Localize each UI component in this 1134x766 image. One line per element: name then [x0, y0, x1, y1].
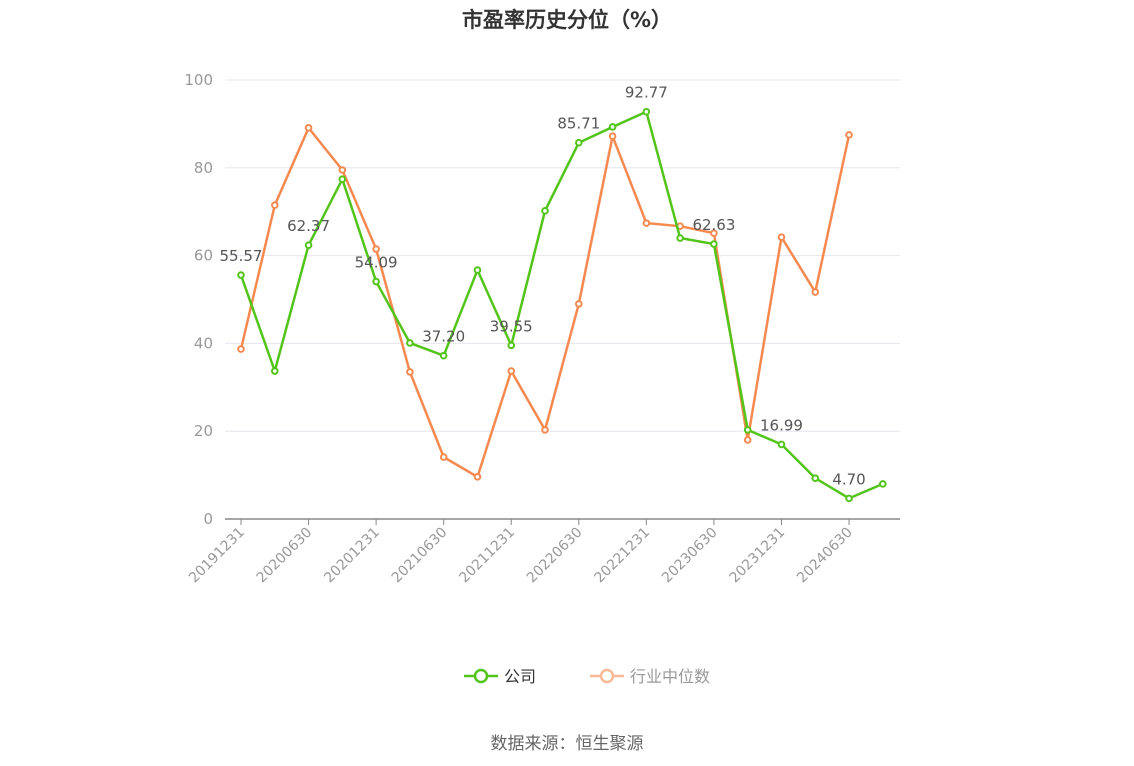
data-point	[270, 201, 279, 209]
legend-label: 行业中位数	[630, 667, 710, 686]
data-point	[642, 107, 651, 116]
data-point	[710, 229, 718, 238]
y-tick-label: 60	[194, 247, 213, 265]
series-line	[239, 109, 884, 500]
x-tick-label: 20240630	[794, 525, 856, 587]
data-point	[743, 426, 752, 434]
data-label: 54.09	[355, 254, 398, 272]
chart-title: 市盈率历史分位（%）	[461, 8, 673, 32]
y-tick-label: 20	[194, 422, 213, 440]
data-point	[608, 123, 617, 131]
data-point	[541, 207, 549, 215]
data-point	[845, 131, 853, 139]
data-point	[473, 266, 482, 274]
y-tick-label: 100	[184, 71, 213, 89]
data-point	[777, 233, 786, 241]
data-point	[270, 367, 279, 375]
data-point	[406, 339, 414, 347]
data-label: 85.71	[557, 115, 600, 133]
legend-label: 公司	[504, 667, 536, 686]
data-point	[507, 341, 516, 350]
data-point	[372, 245, 380, 253]
data-label: 92.77	[625, 84, 668, 102]
data-point	[338, 175, 347, 184]
y-tick-label: 80	[194, 159, 213, 177]
data-point	[845, 494, 853, 503]
data-point	[710, 240, 718, 248]
data-point	[811, 474, 820, 482]
data-point	[811, 288, 820, 296]
data-point	[743, 436, 752, 444]
x-tick-label: 20231231	[727, 525, 789, 587]
data-point	[879, 480, 887, 488]
y-tick-label: 0	[203, 510, 213, 528]
y-tick-label: 40	[194, 334, 213, 352]
data-point	[372, 277, 380, 286]
data-label: 62.63	[692, 216, 735, 234]
x-tick-label: 20191231	[186, 525, 248, 587]
data-point	[304, 241, 313, 249]
data-point	[575, 138, 583, 147]
data-point	[507, 367, 516, 375]
data-point	[338, 166, 347, 174]
legend-marker	[599, 668, 615, 684]
data-point	[575, 300, 583, 308]
data-point	[237, 271, 245, 279]
series-line	[239, 125, 851, 479]
x-tick-label: 20221231	[591, 525, 653, 587]
data-label: 55.57	[220, 247, 263, 265]
data-point	[608, 132, 617, 140]
data-point	[406, 368, 414, 376]
data-label: 39.55	[490, 317, 533, 335]
data-point	[777, 440, 786, 449]
data-label: 16.99	[760, 416, 803, 434]
data-point	[473, 473, 482, 481]
data-point	[439, 351, 448, 360]
data-label: 4.70	[832, 470, 865, 488]
data-label: 37.20	[422, 328, 465, 346]
x-tick-label: 20201231	[321, 525, 383, 587]
data-label: 62.37	[287, 217, 330, 235]
data-point	[439, 453, 448, 461]
legend-marker	[473, 668, 489, 684]
data-point	[676, 234, 684, 242]
data-source: 数据来源：恒生聚源	[490, 734, 644, 754]
x-tick-label: 20230630	[659, 525, 721, 587]
data-point	[304, 124, 313, 132]
x-tick-label: 20220630	[524, 525, 586, 587]
data-point	[237, 345, 245, 353]
data-point	[541, 426, 549, 434]
x-tick-label: 20211231	[456, 525, 518, 587]
x-tick-label: 20200630	[254, 525, 316, 587]
x-tick-label: 20210630	[389, 525, 451, 587]
data-point	[642, 219, 651, 227]
